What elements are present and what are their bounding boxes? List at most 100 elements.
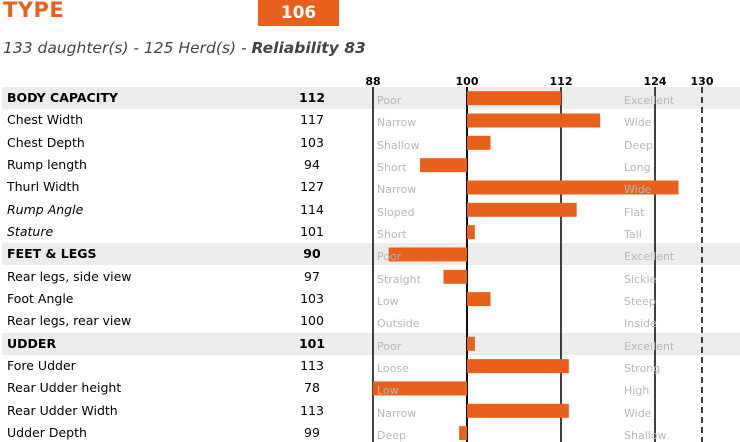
low-scale-label: Sloped xyxy=(377,205,415,219)
trait-label: Rear Udder Width xyxy=(7,402,118,418)
tick-label: 88 xyxy=(365,75,381,88)
trait-value: 100 xyxy=(300,313,324,329)
trait-bar xyxy=(443,269,467,284)
trait-label: Chest Depth xyxy=(7,134,85,150)
scale-words: Narrow Wide xyxy=(0,179,740,201)
high-scale-label: Wide xyxy=(624,183,652,197)
trait-value: 127 xyxy=(300,179,324,195)
scale-words: Poor Excellent xyxy=(0,246,740,268)
trait-bar xyxy=(467,225,475,240)
trait-value: 103 xyxy=(300,290,324,306)
low-scale-label: Narrow xyxy=(377,116,417,130)
scale-words: Sloped Flat xyxy=(0,202,740,224)
trait-bar xyxy=(459,426,467,441)
group-value: 101 xyxy=(298,335,326,351)
trait-label: Fore Udder xyxy=(7,357,76,373)
trait-bar xyxy=(467,336,475,351)
group-value: 90 xyxy=(303,246,321,262)
trait-bar xyxy=(420,158,467,173)
trait-bar xyxy=(467,359,569,374)
trait-value: 114 xyxy=(300,201,324,217)
high-scale-label: Long xyxy=(624,160,651,174)
high-scale-label: Sickle xyxy=(624,272,657,286)
high-scale-label: Wide xyxy=(624,406,652,420)
section-title: TYPE xyxy=(3,0,65,22)
trait-value: 103 xyxy=(300,134,324,150)
trait-bar xyxy=(467,113,601,128)
high-scale-label: Shallow xyxy=(624,428,667,442)
trait-bar xyxy=(467,403,569,418)
trait-label: Chest Width xyxy=(7,112,84,128)
scale-words: Low High xyxy=(0,380,740,402)
low-scale-label: Narrow xyxy=(377,406,417,420)
tick-label: 100 xyxy=(455,75,479,88)
tick-label: 124 xyxy=(643,75,667,88)
trait-value: 113 xyxy=(300,357,324,373)
trait-value: 113 xyxy=(300,402,324,418)
trait-value: 101 xyxy=(300,223,324,239)
scale-words: Narrow Wide xyxy=(0,112,740,134)
low-scale-label: Poor xyxy=(377,94,402,107)
low-scale-label: Poor xyxy=(377,250,402,264)
low-scale-label: Short xyxy=(377,227,407,241)
reliability-text: Reliability 83 xyxy=(251,39,366,57)
group-row-background xyxy=(2,332,740,355)
group-value: 112 xyxy=(298,90,326,105)
scale-words: Poor Excellent xyxy=(0,336,740,358)
low-scale-label: Low xyxy=(377,294,399,308)
trait-bar xyxy=(467,180,679,195)
high-scale-label: Steep xyxy=(624,294,656,308)
group-row-background xyxy=(2,243,740,266)
trait-value: 78 xyxy=(304,380,320,396)
scale-words: Short Tall xyxy=(0,224,740,246)
group-label: FEET & LEGS xyxy=(7,246,97,262)
trait-label: Rear legs, rear view xyxy=(7,313,132,329)
scale-words: Short Long xyxy=(0,157,740,179)
low-scale-label: Loose xyxy=(377,361,409,375)
high-scale-label: Flat xyxy=(624,205,645,219)
low-scale-label: Shallow xyxy=(377,138,420,152)
subtitle: 133 daughter(s) - 125 Herd(s) - Reliabil… xyxy=(3,39,366,57)
trait-label: Udder Depth xyxy=(7,424,87,440)
high-scale-label: Inside xyxy=(624,317,657,331)
trait-value: 97 xyxy=(304,268,320,284)
low-scale-label: Narrow xyxy=(377,183,417,197)
low-scale-label: Low xyxy=(377,384,399,398)
trait-label: Stature xyxy=(7,223,54,239)
high-scale-label: Tall xyxy=(624,227,642,241)
scale-words: Deep Shallow xyxy=(0,425,740,442)
trait-bar xyxy=(388,247,467,262)
trait-label: Rump Angle xyxy=(7,201,84,217)
scale-words: Outside Inside xyxy=(0,313,740,335)
high-scale-label: Strong xyxy=(624,361,661,375)
scale-words: Poor Excellent xyxy=(0,90,740,112)
trait-bar xyxy=(467,91,561,106)
high-scale-label: Deep xyxy=(624,138,653,152)
trait-label: Foot Angle xyxy=(7,290,74,306)
low-scale-label: Outside xyxy=(377,317,420,331)
scale-words: Straight Sickle xyxy=(0,269,740,291)
scale-words: Loose Strong xyxy=(0,358,740,380)
scale-words: Low Steep xyxy=(0,291,740,313)
group-label: UDDER xyxy=(7,335,57,351)
high-scale-label: Wide xyxy=(624,116,652,130)
trait-label: Rear legs, side view xyxy=(7,268,132,284)
trait-bar xyxy=(467,292,491,307)
low-scale-label: Straight xyxy=(377,272,421,286)
trait-label: Rear Udder height xyxy=(7,380,122,396)
trait-value: 99 xyxy=(304,424,320,440)
trait-value: 117 xyxy=(300,112,324,128)
scale-words: Shallow Deep xyxy=(0,135,740,157)
high-scale-label: Excellent xyxy=(624,339,675,353)
tick-label: 112 xyxy=(549,75,573,88)
trait-value: 94 xyxy=(304,156,320,172)
daughters-herds-text: 133 daughter(s) - 125 Herd(s) - xyxy=(3,39,252,57)
high-scale-label: Excellent xyxy=(624,94,675,107)
group-label: BODY CAPACITY xyxy=(7,90,118,105)
tick-label: 130 xyxy=(690,75,714,88)
low-scale-label: Deep xyxy=(377,428,406,442)
overall-score-badge: 106 xyxy=(258,0,339,26)
trait-bar xyxy=(467,202,577,217)
trait-bar xyxy=(373,381,467,396)
